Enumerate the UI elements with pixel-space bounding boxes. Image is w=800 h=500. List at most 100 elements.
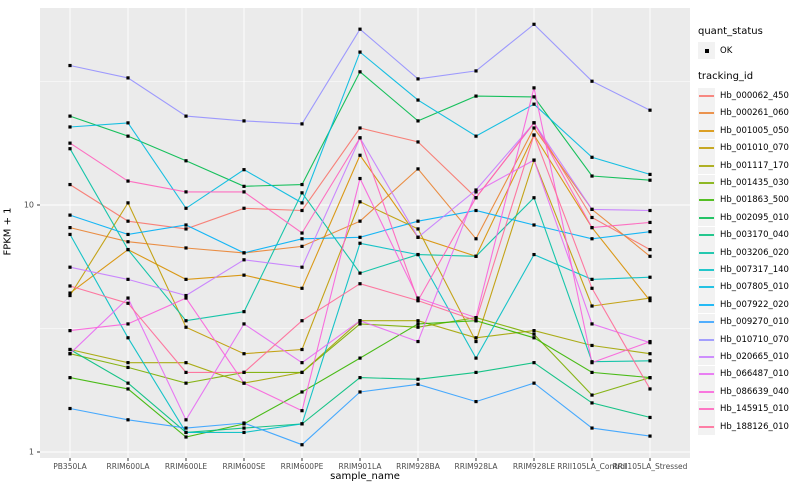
legend-key-box [698, 157, 715, 175]
data-point [300, 361, 304, 365]
data-point [474, 339, 478, 344]
data-point [532, 158, 536, 162]
data-point [358, 27, 362, 31]
data-point [358, 282, 362, 286]
legend-item-label: Hb_145915_010 [720, 404, 789, 415]
data-point [590, 322, 594, 326]
data-point [184, 114, 188, 118]
data-point [532, 361, 536, 365]
x-tick-label: RRII105LA_Control [557, 462, 627, 471]
data-point [242, 251, 246, 255]
legend-item-Hb_145915_010: Hb_145915_010 [698, 400, 798, 418]
data-point [126, 322, 130, 326]
data-point [242, 430, 246, 435]
data-point [648, 178, 652, 182]
series-color-line-icon [699, 355, 714, 358]
data-point [474, 319, 478, 323]
data-point [532, 329, 536, 333]
data-point [648, 352, 652, 356]
data-point [68, 125, 72, 129]
data-point [184, 277, 188, 281]
legend-key-box [698, 365, 715, 383]
legend-key-box [698, 191, 715, 209]
data-point [184, 435, 188, 439]
legend-quant-status: quant_status OK [698, 26, 798, 60]
series-color-line-icon [699, 338, 714, 341]
legend-item-Hb_000261_060: Hb_000261_060 [698, 104, 798, 122]
data-point [532, 332, 536, 336]
data-point [300, 370, 304, 375]
data-point [590, 286, 594, 290]
legend-item-label: Hb_001117_170 [720, 160, 789, 171]
data-point [474, 188, 478, 192]
data-point [126, 247, 130, 252]
data-point [68, 376, 72, 380]
legend-item-label: Hb_066487_010 [720, 369, 789, 380]
legend-key-box [698, 278, 715, 296]
data-point [184, 206, 188, 210]
data-point [358, 376, 362, 380]
data-point [358, 235, 362, 239]
data-point [358, 219, 362, 223]
data-point [242, 258, 246, 262]
data-point [648, 376, 652, 380]
data-point [184, 190, 188, 194]
y-axis-title: FPKM + 1 [2, 207, 14, 256]
data-point [126, 179, 130, 183]
data-point [532, 86, 536, 90]
data-point [590, 174, 594, 178]
data-point [648, 275, 652, 279]
data-point [590, 370, 594, 375]
legend-item-label: Hb_001010_070 [720, 143, 789, 154]
data-point [126, 277, 130, 281]
legend-key-box [698, 348, 715, 366]
data-point [416, 377, 420, 381]
series-color-line-icon [699, 199, 714, 202]
series-color-line-icon [699, 95, 714, 98]
data-point [474, 254, 478, 258]
legend-item-label: Hb_007317_140 [720, 264, 789, 275]
series-color-line-icon [699, 251, 714, 254]
data-point [532, 336, 536, 340]
series-color-line-icon [699, 408, 714, 411]
data-point [416, 219, 420, 223]
legend-key-box [698, 139, 715, 157]
legend-item-Hb_000062_450: Hb_000062_450 [698, 87, 798, 105]
data-point [126, 361, 130, 365]
data-point [648, 359, 652, 363]
data-point [358, 241, 362, 245]
x-tick-label: RRIM600PE [281, 462, 324, 471]
x-tick-label: RRII105LA_Stressed [613, 462, 688, 471]
data-point [416, 235, 420, 239]
data-point [300, 237, 304, 241]
legend-item-Hb_007922_020: Hb_007922_020 [698, 296, 798, 314]
x-tick-label: RRIM928LA [455, 462, 499, 471]
data-point [590, 207, 594, 211]
data-point [590, 426, 594, 430]
data-point [184, 370, 188, 375]
data-point [184, 227, 188, 231]
plot-panel [40, 8, 690, 458]
data-point [474, 94, 478, 98]
data-point [648, 247, 652, 252]
data-point [184, 223, 188, 227]
data-point [648, 220, 652, 225]
data-point [474, 69, 478, 73]
legend-tracking-items: Hb_000062_450 Hb_000261_060 Hb_001005_050 H… [698, 87, 798, 435]
series-color-line-icon [699, 303, 714, 306]
x-tick-label: RRIM928LE [513, 462, 556, 471]
data-point [532, 22, 536, 26]
data-point [358, 322, 362, 326]
data-point [532, 102, 536, 106]
data-point [126, 296, 130, 300]
data-point [648, 299, 652, 303]
data-point [300, 319, 304, 323]
legend-item-Hb_007317_140: Hb_007317_140 [698, 261, 798, 279]
data-point [358, 70, 362, 74]
data-point [68, 141, 72, 145]
legend-key-box [698, 296, 715, 314]
data-point [474, 134, 478, 138]
data-point [184, 381, 188, 385]
legend-key-box [698, 122, 715, 140]
legend-key-box [698, 383, 715, 401]
